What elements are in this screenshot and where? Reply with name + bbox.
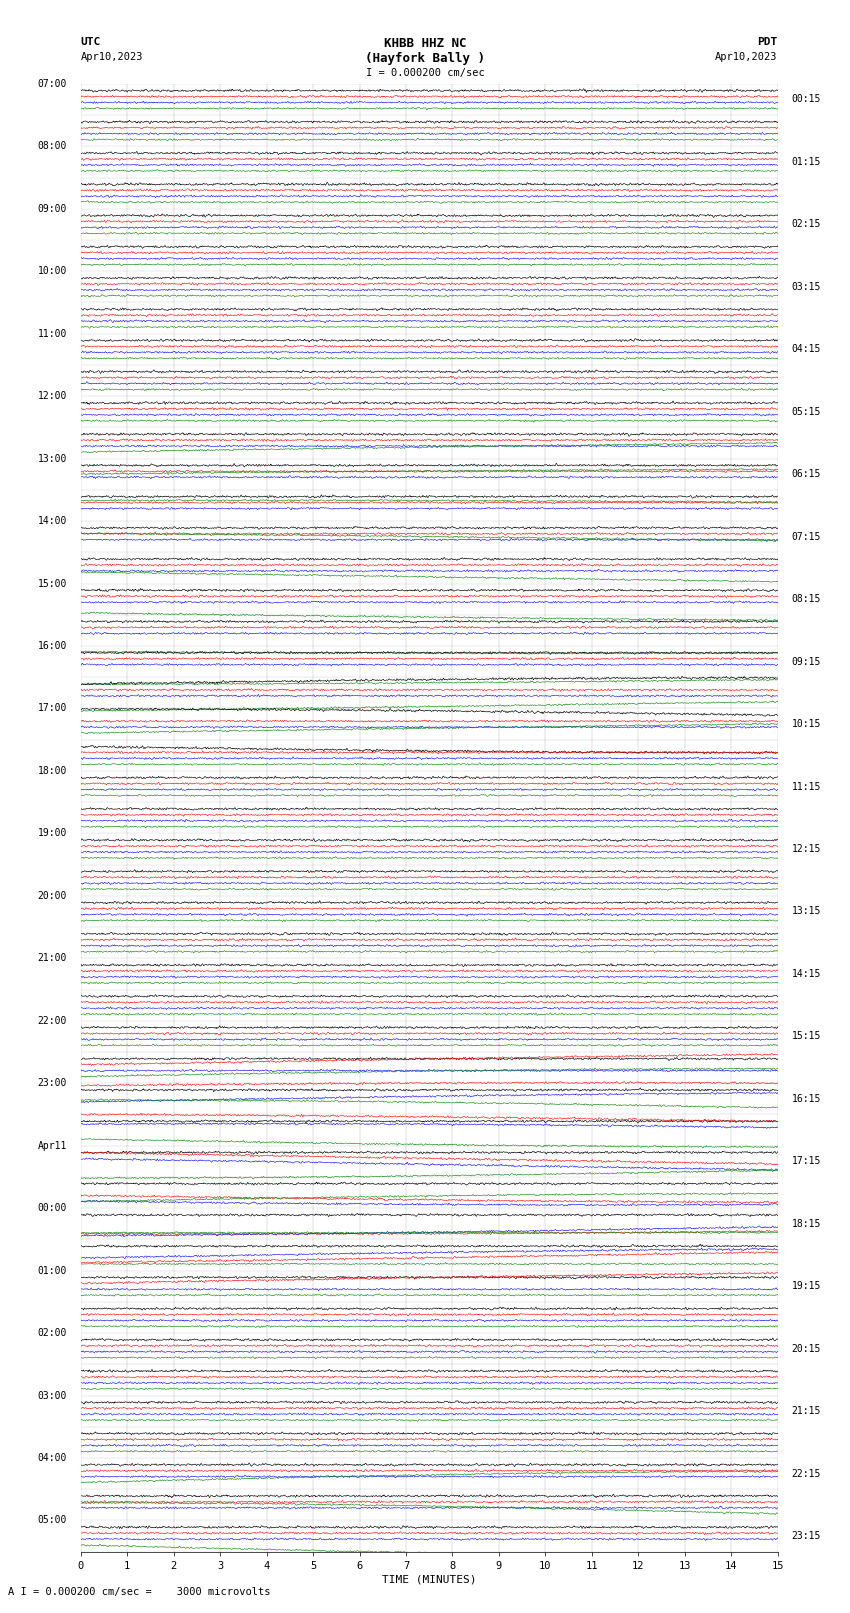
Text: A I = 0.000200 cm/sec =    3000 microvolts: A I = 0.000200 cm/sec = 3000 microvolts xyxy=(8,1587,271,1597)
Text: 16:00: 16:00 xyxy=(37,640,67,652)
Text: 08:15: 08:15 xyxy=(791,594,821,605)
Text: 14:15: 14:15 xyxy=(791,969,821,979)
Text: 17:15: 17:15 xyxy=(791,1157,821,1166)
Text: 07:00: 07:00 xyxy=(37,79,67,89)
Text: 13:00: 13:00 xyxy=(37,453,67,463)
Text: 08:00: 08:00 xyxy=(37,142,67,152)
Text: 22:00: 22:00 xyxy=(37,1016,67,1026)
Text: UTC: UTC xyxy=(81,37,101,47)
Text: 20:15: 20:15 xyxy=(791,1344,821,1353)
Text: 11:00: 11:00 xyxy=(37,329,67,339)
Text: 10:15: 10:15 xyxy=(791,719,821,729)
Text: 09:15: 09:15 xyxy=(791,656,821,666)
Text: 04:15: 04:15 xyxy=(791,344,821,355)
Text: Apr11: Apr11 xyxy=(37,1140,67,1150)
Text: 07:15: 07:15 xyxy=(791,532,821,542)
Text: 18:15: 18:15 xyxy=(791,1219,821,1229)
Text: Apr10,2023: Apr10,2023 xyxy=(81,52,144,61)
Text: 21:15: 21:15 xyxy=(791,1407,821,1416)
Text: 22:15: 22:15 xyxy=(791,1468,821,1479)
Text: 05:15: 05:15 xyxy=(791,406,821,416)
Text: 23:15: 23:15 xyxy=(791,1531,821,1540)
Text: 01:15: 01:15 xyxy=(791,156,821,168)
Text: PDT: PDT xyxy=(757,37,778,47)
X-axis label: TIME (MINUTES): TIME (MINUTES) xyxy=(382,1574,477,1586)
Text: 15:15: 15:15 xyxy=(791,1031,821,1042)
Text: 17:00: 17:00 xyxy=(37,703,67,713)
Text: 21:00: 21:00 xyxy=(37,953,67,963)
Text: 11:15: 11:15 xyxy=(791,782,821,792)
Text: 14:00: 14:00 xyxy=(37,516,67,526)
Text: 03:00: 03:00 xyxy=(37,1390,67,1400)
Text: 19:00: 19:00 xyxy=(37,829,67,839)
Text: 02:00: 02:00 xyxy=(37,1327,67,1339)
Text: 12:15: 12:15 xyxy=(791,844,821,853)
Text: 20:00: 20:00 xyxy=(37,890,67,902)
Text: 05:00: 05:00 xyxy=(37,1516,67,1526)
Text: 04:00: 04:00 xyxy=(37,1453,67,1463)
Text: 16:15: 16:15 xyxy=(791,1094,821,1103)
Text: 23:00: 23:00 xyxy=(37,1077,67,1089)
Text: 19:15: 19:15 xyxy=(791,1281,821,1292)
Text: 00:15: 00:15 xyxy=(791,95,821,105)
Text: I = 0.000200 cm/sec: I = 0.000200 cm/sec xyxy=(366,68,484,77)
Text: 00:00: 00:00 xyxy=(37,1203,67,1213)
Text: KHBB HHZ NC: KHBB HHZ NC xyxy=(383,37,467,50)
Text: 01:00: 01:00 xyxy=(37,1266,67,1276)
Text: 15:00: 15:00 xyxy=(37,579,67,589)
Text: 13:15: 13:15 xyxy=(791,907,821,916)
Text: (Hayfork Bally ): (Hayfork Bally ) xyxy=(365,52,485,65)
Text: 02:15: 02:15 xyxy=(791,219,821,229)
Text: Apr10,2023: Apr10,2023 xyxy=(715,52,778,61)
Text: 03:15: 03:15 xyxy=(791,282,821,292)
Text: 06:15: 06:15 xyxy=(791,469,821,479)
Text: 18:00: 18:00 xyxy=(37,766,67,776)
Text: 09:00: 09:00 xyxy=(37,203,67,215)
Text: 12:00: 12:00 xyxy=(37,392,67,402)
Text: 10:00: 10:00 xyxy=(37,266,67,276)
